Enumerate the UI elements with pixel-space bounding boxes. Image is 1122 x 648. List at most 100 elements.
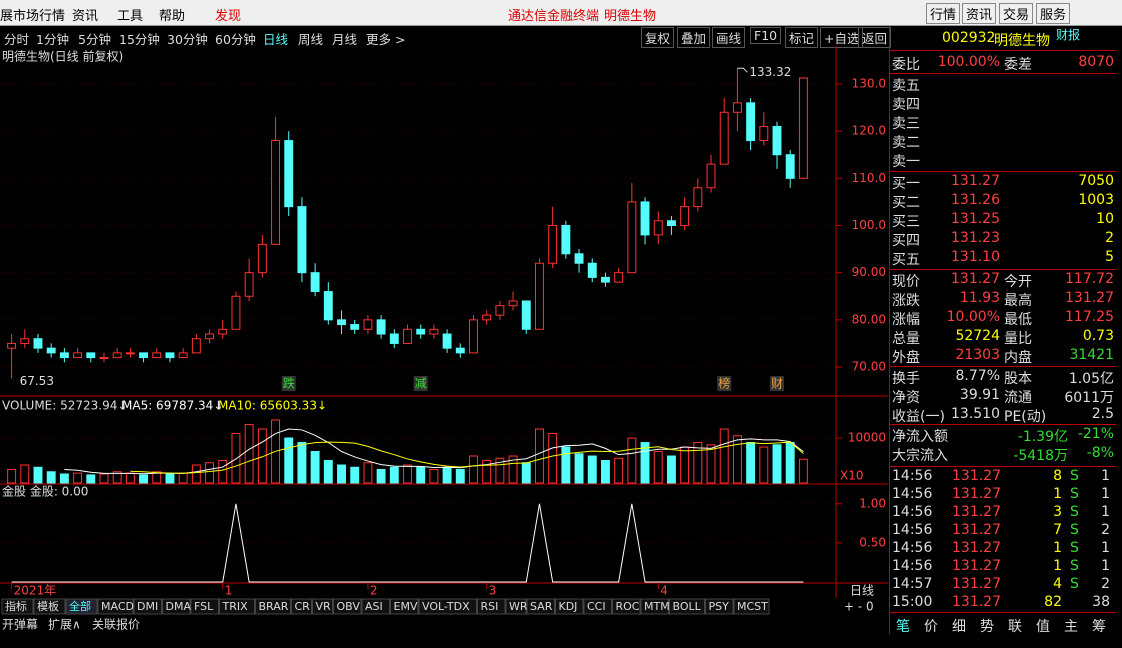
- period-tab[interactable]: 30分钟: [167, 32, 208, 47]
- tool-button[interactable]: 标记: [785, 27, 819, 48]
- tab[interactable]: [612, 598, 641, 615]
- quote-field: 117.25: [1065, 309, 1114, 325]
- tab[interactable]: [312, 598, 333, 615]
- bid-volume: 1003: [1078, 192, 1114, 208]
- tab[interactable]: [555, 598, 584, 615]
- divider: [890, 466, 1116, 467]
- period-tab[interactable]: 更多 >: [366, 32, 406, 47]
- tab[interactable]: [526, 598, 555, 615]
- tab[interactable]: [505, 598, 527, 615]
- panel-tab[interactable]: 主: [1064, 619, 1078, 635]
- tab[interactable]: [291, 598, 312, 615]
- candle-body: [403, 328, 412, 344]
- tab[interactable]: [219, 598, 255, 615]
- tab[interactable]: [162, 598, 191, 615]
- tab[interactable]: [333, 598, 362, 615]
- period-tab[interactable]: 5分钟: [78, 32, 111, 47]
- volume-bar: [403, 464, 412, 484]
- period-tab[interactable]: 日线: [263, 32, 289, 47]
- tool-button[interactable]: 叠加: [677, 27, 711, 48]
- footer-button[interactable]: 开弹幕: [2, 618, 38, 632]
- candle-body: [73, 352, 83, 359]
- tool-button[interactable]: 返回: [858, 27, 892, 48]
- panel-tab[interactable]: 势: [980, 619, 994, 635]
- volume-bar: [429, 469, 439, 484]
- tab[interactable]: [65, 598, 98, 615]
- tool-button[interactable]: +自选: [820, 27, 864, 48]
- trade-count: 2: [1101, 576, 1110, 592]
- candle-body: [535, 262, 544, 330]
- menu-item[interactable]: 展市场行情: [0, 9, 66, 24]
- y-tick-label: 10000: [848, 431, 886, 445]
- period-tab[interactable]: 分时: [4, 32, 30, 47]
- quote-field: 6011万: [1064, 390, 1114, 406]
- candle-body: [350, 324, 360, 330]
- panel-tab[interactable]: 细: [952, 619, 966, 635]
- menu-button[interactable]: 行情: [926, 3, 961, 24]
- tab-label: DMI: [137, 600, 158, 613]
- tab[interactable]: [583, 598, 612, 615]
- panel-tab[interactable]: 筹: [1092, 619, 1106, 635]
- y-tick-label: 0.50: [859, 535, 886, 549]
- divider: [890, 269, 1116, 270]
- panel-tab[interactable]: 价: [924, 619, 938, 635]
- candle-body: [666, 220, 676, 226]
- panel-tab[interactable]: 笔: [896, 619, 910, 635]
- quote-field: 总量: [892, 331, 920, 347]
- candle-body: [561, 224, 571, 255]
- tab-label: EMV: [394, 600, 418, 613]
- candle-body: [297, 206, 307, 274]
- menu-item[interactable]: 帮助: [159, 9, 186, 24]
- menu-item[interactable]: 发现: [215, 9, 242, 24]
- quote-field: 今开: [1004, 274, 1032, 290]
- tab[interactable]: [97, 598, 134, 615]
- tab[interactable]: [190, 598, 219, 615]
- tab[interactable]: [669, 598, 705, 615]
- tool-button[interactable]: 复权: [641, 27, 675, 48]
- volume-bar: [759, 446, 769, 484]
- tab-label: SAR: [530, 600, 553, 613]
- menu-item[interactable]: 资讯: [72, 9, 99, 24]
- menu-button[interactable]: 资讯: [962, 3, 997, 24]
- quote-field: 外盘: [892, 350, 920, 366]
- tool-button[interactable]: F10: [750, 27, 782, 44]
- tab[interactable]: [255, 598, 291, 615]
- candle-body: [732, 102, 742, 113]
- report-link[interactable]: 财报: [1056, 28, 1081, 42]
- tab[interactable]: [477, 598, 506, 615]
- volume-bar: [46, 471, 56, 484]
- tab[interactable]: [418, 598, 477, 615]
- volume-bar: [323, 460, 333, 484]
- ask-label: 卖一: [892, 154, 920, 170]
- menu-item[interactable]: 工具: [117, 9, 144, 24]
- quote-field: 8070: [1078, 54, 1114, 70]
- menu-button[interactable]: 交易: [999, 3, 1034, 24]
- tab[interactable]: [133, 598, 162, 615]
- tab[interactable]: [640, 598, 669, 615]
- period-tab[interactable]: 周线: [298, 32, 324, 47]
- candle-body: [139, 352, 149, 359]
- quote-field: 0.73: [1082, 328, 1114, 344]
- tool-button[interactable]: 画线: [712, 27, 746, 48]
- trade-price: 131.27: [952, 576, 1001, 592]
- panel-tab[interactable]: 联: [1008, 619, 1022, 635]
- tab[interactable]: [361, 598, 390, 615]
- period-label: 日线: [850, 584, 874, 598]
- tab[interactable]: [733, 598, 770, 615]
- x-tick-label: 1: [225, 584, 233, 598]
- menu-button[interactable]: 服务: [1036, 3, 1071, 24]
- volume-bar: [772, 444, 782, 484]
- footer-button[interactable]: 关联报价: [92, 617, 140, 632]
- tab[interactable]: [1, 598, 34, 615]
- tab[interactable]: [390, 598, 419, 615]
- panel-tab[interactable]: 值: [1036, 619, 1050, 635]
- period-tab[interactable]: 60分钟: [215, 32, 256, 47]
- period-tab[interactable]: 月线: [332, 32, 358, 47]
- quote-field: 最低: [1004, 312, 1032, 328]
- period-tab[interactable]: 15分钟: [119, 32, 160, 47]
- footer-button[interactable]: 扩展∧: [48, 618, 81, 632]
- tab[interactable]: [705, 598, 734, 615]
- tab[interactable]: [33, 598, 66, 615]
- volume-bar: [86, 474, 96, 484]
- period-tab[interactable]: 1分钟: [36, 32, 69, 47]
